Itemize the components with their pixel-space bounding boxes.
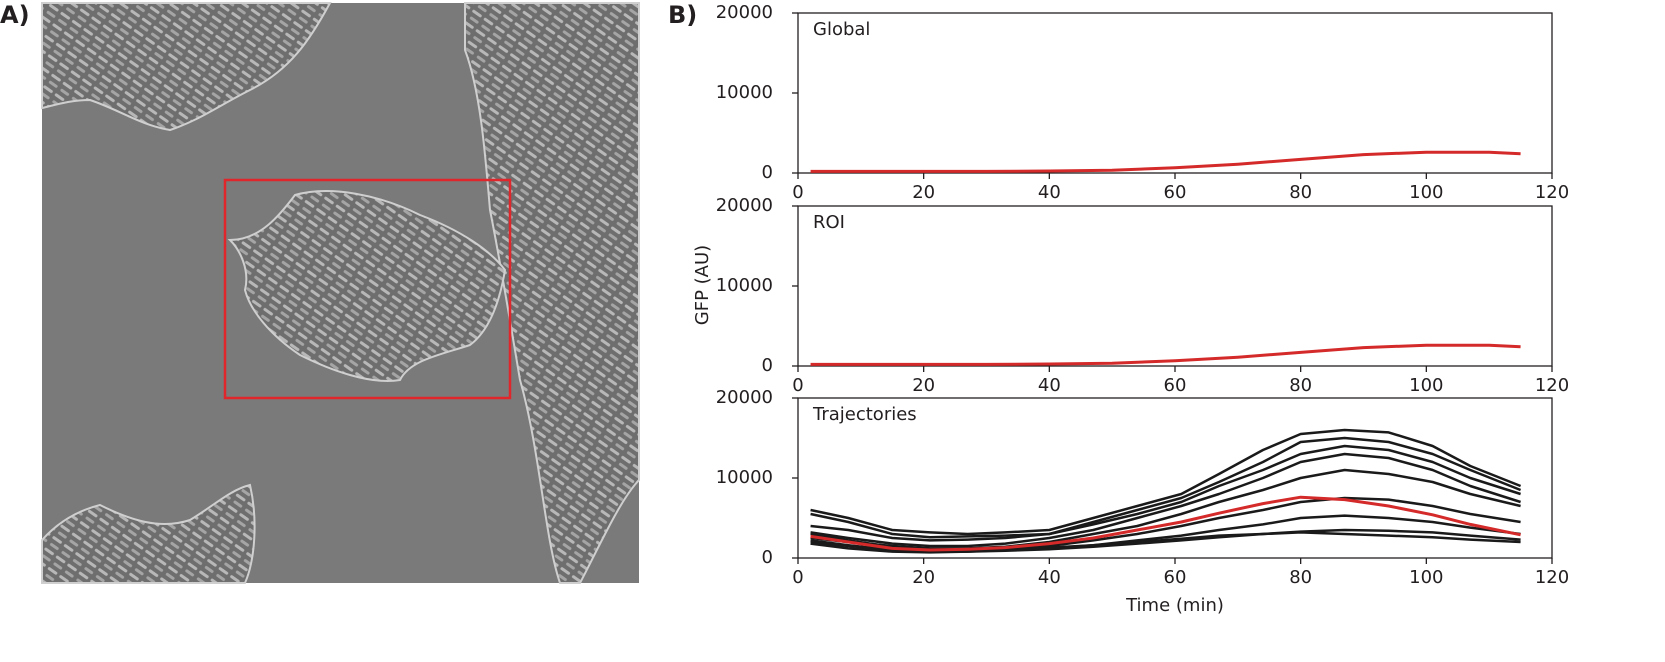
y-tick-label: 10000 xyxy=(716,275,773,296)
x-tick-label: 60 xyxy=(1164,375,1187,396)
chart-title: Global xyxy=(813,19,870,40)
x-tick-label: 20 xyxy=(912,182,935,203)
panel-label: B) xyxy=(668,1,697,29)
x-tick-label: 100 xyxy=(1409,375,1443,396)
x-tick-label: 120 xyxy=(1535,375,1569,396)
plot-frame xyxy=(797,12,1553,174)
x-tick-label: 80 xyxy=(1289,182,1312,203)
series-line xyxy=(810,495,1521,552)
y-axis-label: GFP (AU) xyxy=(692,245,713,325)
panel-label: A) xyxy=(0,1,30,29)
x-tick-label: 0 xyxy=(792,375,803,396)
series-line xyxy=(810,428,1522,536)
colony xyxy=(464,2,640,584)
x-tick-label: 120 xyxy=(1535,182,1569,203)
x-tick-label: 80 xyxy=(1289,375,1312,396)
y-tick-label: 0 xyxy=(762,355,773,376)
x-tick-label: 60 xyxy=(1164,182,1187,203)
y-tick-label: 20000 xyxy=(716,2,773,23)
y-tick-label: 10000 xyxy=(716,467,773,488)
series-line xyxy=(810,452,1521,548)
colony xyxy=(41,2,332,132)
plot-frame xyxy=(797,205,1553,367)
x-tick-label: 120 xyxy=(1535,567,1569,588)
chart-title: Trajectories xyxy=(812,404,917,425)
x-tick-label: 0 xyxy=(792,182,803,203)
x-tick-label: 40 xyxy=(1038,375,1061,396)
y-tick-label: 20000 xyxy=(716,195,773,216)
x-tick-label: 0 xyxy=(792,567,803,588)
x-tick-label: 40 xyxy=(1038,567,1061,588)
x-tick-label: 20 xyxy=(912,567,935,588)
colony xyxy=(227,190,507,382)
y-tick-label: 10000 xyxy=(716,82,773,103)
y-tick-label: 0 xyxy=(762,162,773,183)
colony xyxy=(41,483,256,584)
x-tick-label: 80 xyxy=(1289,567,1312,588)
series-line xyxy=(810,528,1521,553)
series-line xyxy=(810,343,1521,366)
series-line xyxy=(810,150,1521,173)
roi-box xyxy=(223,178,512,400)
y-tick-label: 0 xyxy=(762,547,773,568)
microscopy-image xyxy=(41,2,640,584)
x-tick-label: 20 xyxy=(912,375,935,396)
x-tick-label: 60 xyxy=(1164,567,1187,588)
chart-title: ROI xyxy=(813,212,845,233)
x-tick-label: 40 xyxy=(1038,182,1061,203)
x-axis-label: Time (min) xyxy=(1125,595,1224,616)
series-line xyxy=(810,444,1521,542)
x-tick-label: 100 xyxy=(1409,182,1443,203)
y-tick-label: 20000 xyxy=(716,387,773,408)
series-line xyxy=(810,436,1522,539)
x-tick-label: 100 xyxy=(1409,567,1443,588)
